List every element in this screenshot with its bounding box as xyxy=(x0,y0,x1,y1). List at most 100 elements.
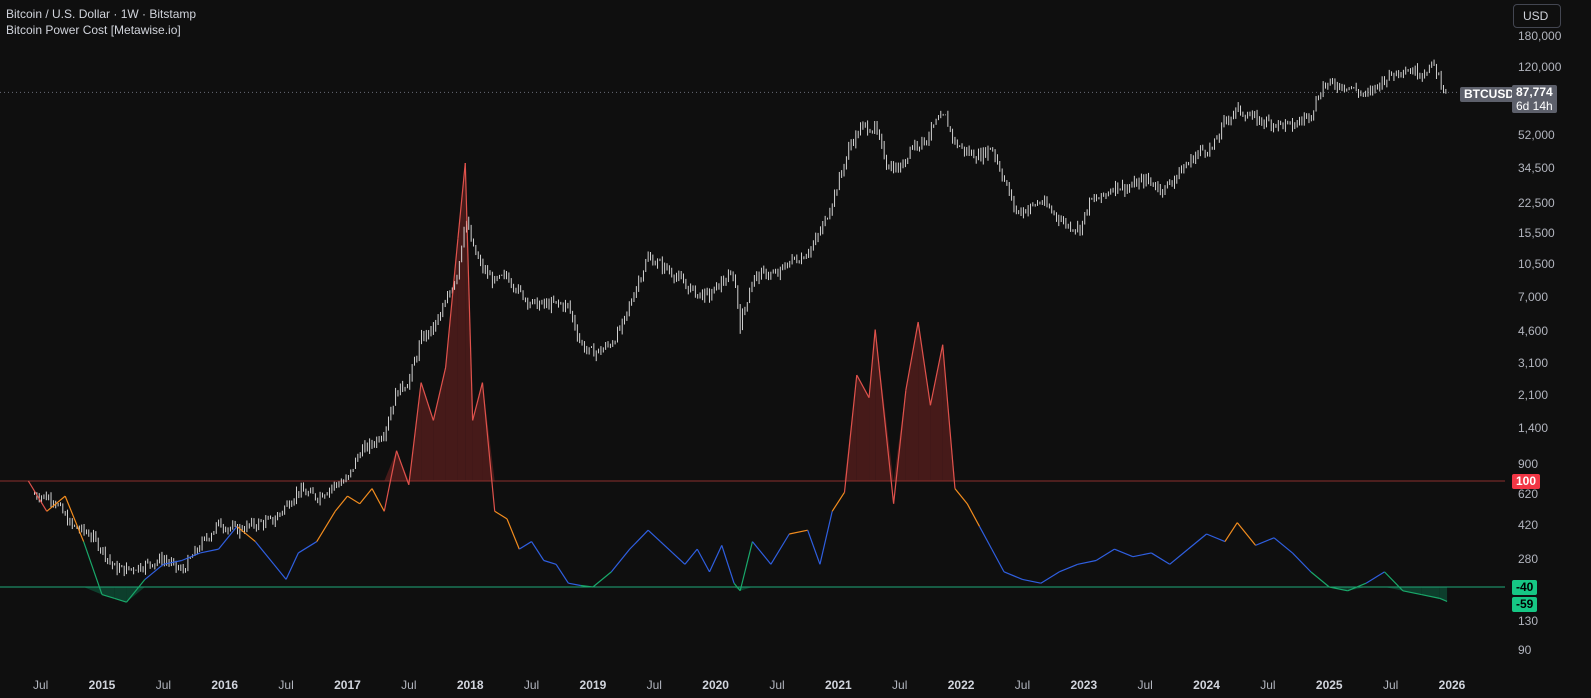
indicator-segment xyxy=(518,541,532,550)
indicator-line xyxy=(27,162,1448,603)
price-tick-label: 620 xyxy=(1518,487,1539,501)
time-tick-label: 2025 xyxy=(1315,678,1343,692)
undervalue-fill xyxy=(1439,587,1448,602)
undervalue-fill xyxy=(83,587,102,595)
last-indicator-tag: -59 xyxy=(1512,597,1538,612)
indicator-segment xyxy=(1365,571,1385,584)
overheat-fill xyxy=(457,163,466,481)
indicator-segment xyxy=(1292,552,1312,573)
time-tick-label: Jul xyxy=(1382,678,1399,692)
price-tick-label: 280 xyxy=(1518,552,1539,566)
time-tick-label: Jul xyxy=(278,678,294,692)
indicator-segment xyxy=(1255,537,1275,546)
price-tick-label: 3,100 xyxy=(1518,356,1549,370)
time-tick-label: 2023 xyxy=(1070,678,1098,692)
indicator-segment xyxy=(1022,578,1041,584)
time-tick-label: 2022 xyxy=(947,678,975,692)
indicator-segment xyxy=(334,495,348,512)
overheat-fill xyxy=(472,382,483,481)
indicator-segment xyxy=(660,541,674,554)
overheat-fill xyxy=(482,382,495,481)
indicator-segment xyxy=(1236,522,1257,546)
bar-countdown: 6d 14h xyxy=(1516,99,1553,113)
indicator-segment xyxy=(1059,563,1078,573)
indicator-segment xyxy=(807,530,821,565)
indicator-segment xyxy=(739,541,754,591)
indicator-segment xyxy=(273,563,287,580)
price-candles xyxy=(34,59,1447,577)
indicator-segment xyxy=(1402,590,1422,596)
time-tick-label: Jul xyxy=(1260,678,1276,692)
time-tick-label: Jul xyxy=(523,678,540,692)
time-tick-label: Jul xyxy=(1137,678,1153,692)
indicator-segment xyxy=(83,541,103,595)
overheat-fill xyxy=(445,238,458,481)
overheat-fill xyxy=(930,344,943,481)
indicator-segment xyxy=(856,374,870,398)
price-tick-label: 900 xyxy=(1518,457,1539,471)
overheat-fill xyxy=(869,329,876,481)
indicator-segment xyxy=(568,582,581,587)
indicator-segment xyxy=(395,450,410,485)
price-tick-label: 180,000 xyxy=(1518,29,1562,43)
price-tick-label: 15,500 xyxy=(1518,226,1555,240)
indicator-segment xyxy=(1077,559,1097,565)
overheat-fill xyxy=(421,382,434,481)
indicator-segment xyxy=(144,563,164,580)
indicator-segment xyxy=(751,541,772,565)
indicator-segment xyxy=(905,321,919,391)
indicator-segment xyxy=(1040,571,1060,584)
price-tick-label: 420 xyxy=(1518,518,1539,532)
indicator-segment xyxy=(1151,552,1171,565)
indicator-segment xyxy=(420,382,434,421)
indicator-segment xyxy=(843,374,858,493)
overheat-fill xyxy=(918,322,931,481)
time-tick-label: Jul xyxy=(892,678,908,692)
time-tick-label: Jul xyxy=(1014,678,1031,692)
indicator-segment xyxy=(629,529,649,550)
indicator-segment xyxy=(46,495,66,512)
indicator-segment xyxy=(1132,552,1152,558)
price-tick-label: 4,600 xyxy=(1518,324,1549,338)
time-tick-label: 2016 xyxy=(211,678,239,692)
indicator-segment xyxy=(316,510,336,542)
indicator-segment xyxy=(721,545,735,584)
price-tick-label: 7,000 xyxy=(1518,290,1549,304)
undervalue-fill xyxy=(1402,587,1422,595)
overheat-fill xyxy=(893,390,906,481)
indicator-segment xyxy=(868,329,876,398)
indicator-segment xyxy=(531,541,545,561)
indicator-segment xyxy=(684,548,698,565)
symbol-title[interactable]: Bitcoin / U.S. Dollar · 1W · Bitstamp xyxy=(6,7,197,21)
overheat-fill xyxy=(433,367,446,481)
indicator-segment xyxy=(1169,548,1189,565)
indicator-segment xyxy=(457,162,466,239)
indicator-segment xyxy=(236,525,256,543)
indicator-segment xyxy=(892,390,907,504)
last-price-tag: 87,774 6d 14h xyxy=(1512,85,1557,113)
indicator-segment xyxy=(1206,533,1226,543)
time-tick-label: Jul xyxy=(155,678,172,692)
indicator-segment xyxy=(126,579,146,603)
indicator-segment xyxy=(647,529,661,543)
overheat-fill xyxy=(905,322,919,481)
indicator-segment xyxy=(200,548,219,554)
indicator-segment xyxy=(218,526,238,550)
indicator-segment xyxy=(445,238,459,368)
indicator-segment xyxy=(917,321,932,406)
time-tick-label: 2020 xyxy=(702,678,729,692)
indicator-segment xyxy=(494,510,508,520)
indicator-title[interactable]: Bitcoin Power Cost [Metawise.io] xyxy=(6,23,181,37)
time-tick-label: Jul xyxy=(769,678,785,692)
overheat-fill xyxy=(384,450,397,481)
indicator-segment xyxy=(481,382,496,512)
indicator-segment xyxy=(1114,548,1134,558)
currency-button[interactable]: USD xyxy=(1513,4,1561,28)
indicator-segment xyxy=(371,488,385,512)
indicator-segment xyxy=(408,382,422,485)
indicator-segment xyxy=(696,548,711,573)
time-tick-label: Jul xyxy=(646,678,662,692)
indicator-segment xyxy=(1273,537,1293,554)
indicator-segment xyxy=(1439,597,1448,602)
